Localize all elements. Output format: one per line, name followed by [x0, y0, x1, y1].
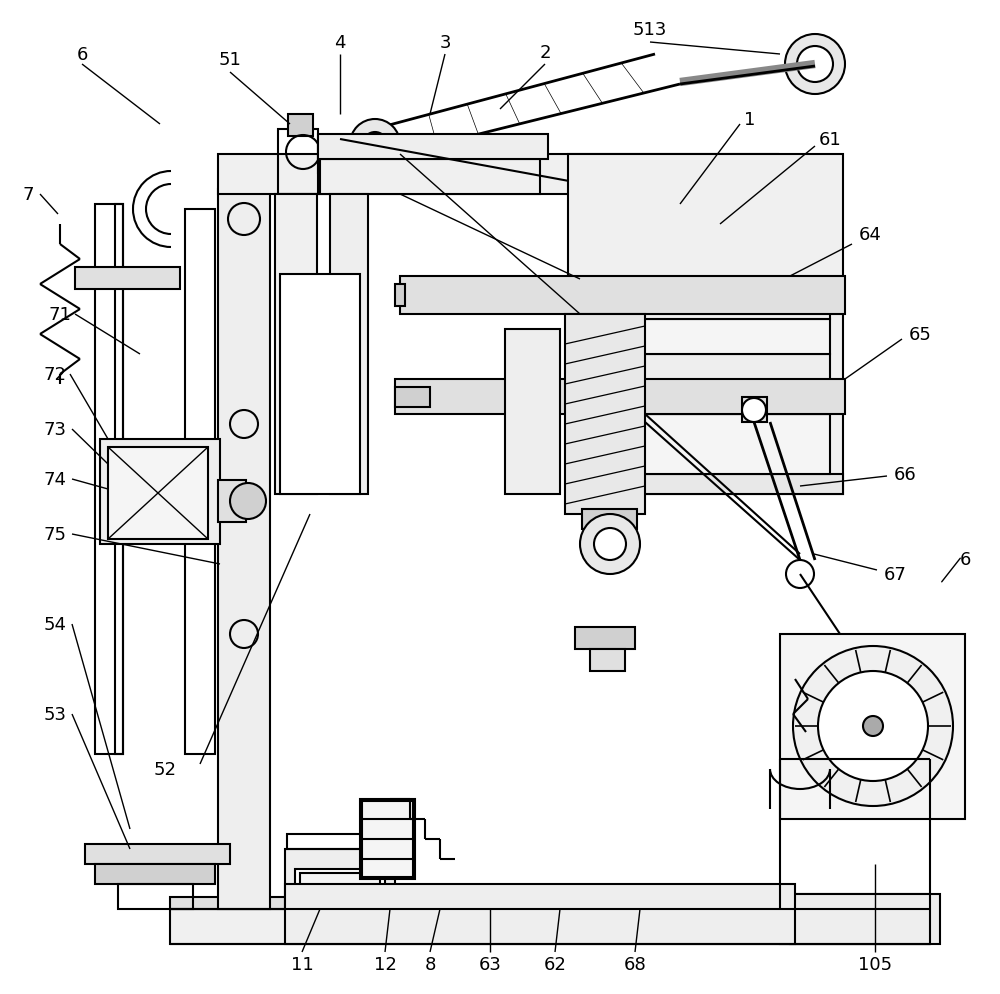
Text: 73: 73	[44, 420, 67, 438]
Text: 8: 8	[424, 955, 436, 973]
Bar	[568, 155, 843, 494]
Text: 61: 61	[819, 131, 841, 149]
Text: 64: 64	[859, 226, 881, 244]
Bar	[590, 649, 625, 671]
Text: 513: 513	[633, 21, 667, 39]
Circle shape	[797, 47, 833, 83]
Bar	[75, 267, 180, 289]
Bar	[565, 315, 645, 515]
Circle shape	[350, 120, 400, 170]
Bar	[108, 447, 208, 540]
Bar	[580, 414, 830, 474]
Bar	[300, 873, 380, 907]
Text: 6: 6	[76, 46, 88, 64]
Bar	[575, 627, 635, 649]
Bar	[318, 135, 548, 160]
Bar	[330, 195, 368, 494]
Circle shape	[594, 529, 626, 561]
Text: 68: 68	[624, 955, 646, 973]
Bar	[285, 849, 395, 910]
Text: 52: 52	[154, 760, 177, 778]
Circle shape	[793, 646, 953, 806]
Bar	[170, 898, 930, 910]
Bar	[170, 910, 930, 944]
Bar	[505, 330, 560, 494]
Text: 54: 54	[44, 615, 67, 633]
Bar	[285, 884, 795, 944]
Bar	[185, 210, 215, 754]
Circle shape	[785, 35, 845, 94]
Bar	[320, 160, 540, 195]
Bar	[218, 480, 246, 523]
Text: 66: 66	[894, 465, 916, 483]
Bar	[118, 884, 193, 910]
Bar	[362, 801, 413, 877]
Text: 74: 74	[44, 470, 67, 488]
Bar	[582, 510, 637, 530]
Text: 4: 4	[334, 34, 346, 52]
Text: 72: 72	[44, 366, 67, 384]
Bar	[395, 388, 430, 408]
Bar	[280, 274, 360, 494]
Text: 51: 51	[219, 51, 241, 69]
Bar	[580, 355, 830, 414]
Circle shape	[230, 483, 266, 520]
Bar	[85, 844, 230, 864]
Text: 67: 67	[884, 566, 906, 583]
Circle shape	[863, 717, 883, 737]
Bar	[287, 834, 387, 849]
Text: 75: 75	[44, 526, 67, 544]
Bar	[95, 205, 123, 754]
Bar	[100, 439, 220, 545]
Circle shape	[786, 561, 814, 588]
Bar	[580, 320, 830, 355]
Bar	[395, 284, 405, 307]
Circle shape	[580, 515, 640, 575]
Text: 105: 105	[858, 955, 892, 973]
Text: 1: 1	[744, 111, 756, 129]
Bar	[278, 130, 318, 195]
Bar	[288, 115, 313, 137]
Text: 63: 63	[479, 955, 501, 973]
Bar	[780, 634, 965, 819]
Bar	[400, 276, 845, 315]
Bar	[790, 894, 930, 944]
Text: 62: 62	[544, 955, 566, 973]
Text: 12: 12	[374, 955, 396, 973]
Text: 3: 3	[439, 34, 451, 52]
Text: 2: 2	[539, 44, 551, 62]
Bar	[295, 869, 385, 910]
Bar	[742, 398, 767, 422]
Circle shape	[818, 671, 928, 781]
Bar	[360, 799, 415, 879]
Circle shape	[742, 399, 766, 422]
Bar	[568, 474, 843, 494]
Bar	[580, 284, 830, 320]
Text: 11: 11	[291, 955, 313, 973]
Bar	[780, 894, 940, 944]
Circle shape	[363, 133, 387, 157]
Bar	[115, 205, 123, 754]
Text: 71: 71	[49, 306, 71, 324]
Text: 7: 7	[22, 186, 34, 204]
Bar	[218, 190, 270, 910]
Text: 53: 53	[44, 706, 67, 724]
Bar	[95, 864, 215, 884]
Text: 6: 6	[959, 551, 971, 569]
Bar	[395, 380, 845, 414]
Bar	[275, 195, 317, 494]
Text: 65: 65	[909, 326, 931, 344]
Bar	[218, 155, 778, 195]
